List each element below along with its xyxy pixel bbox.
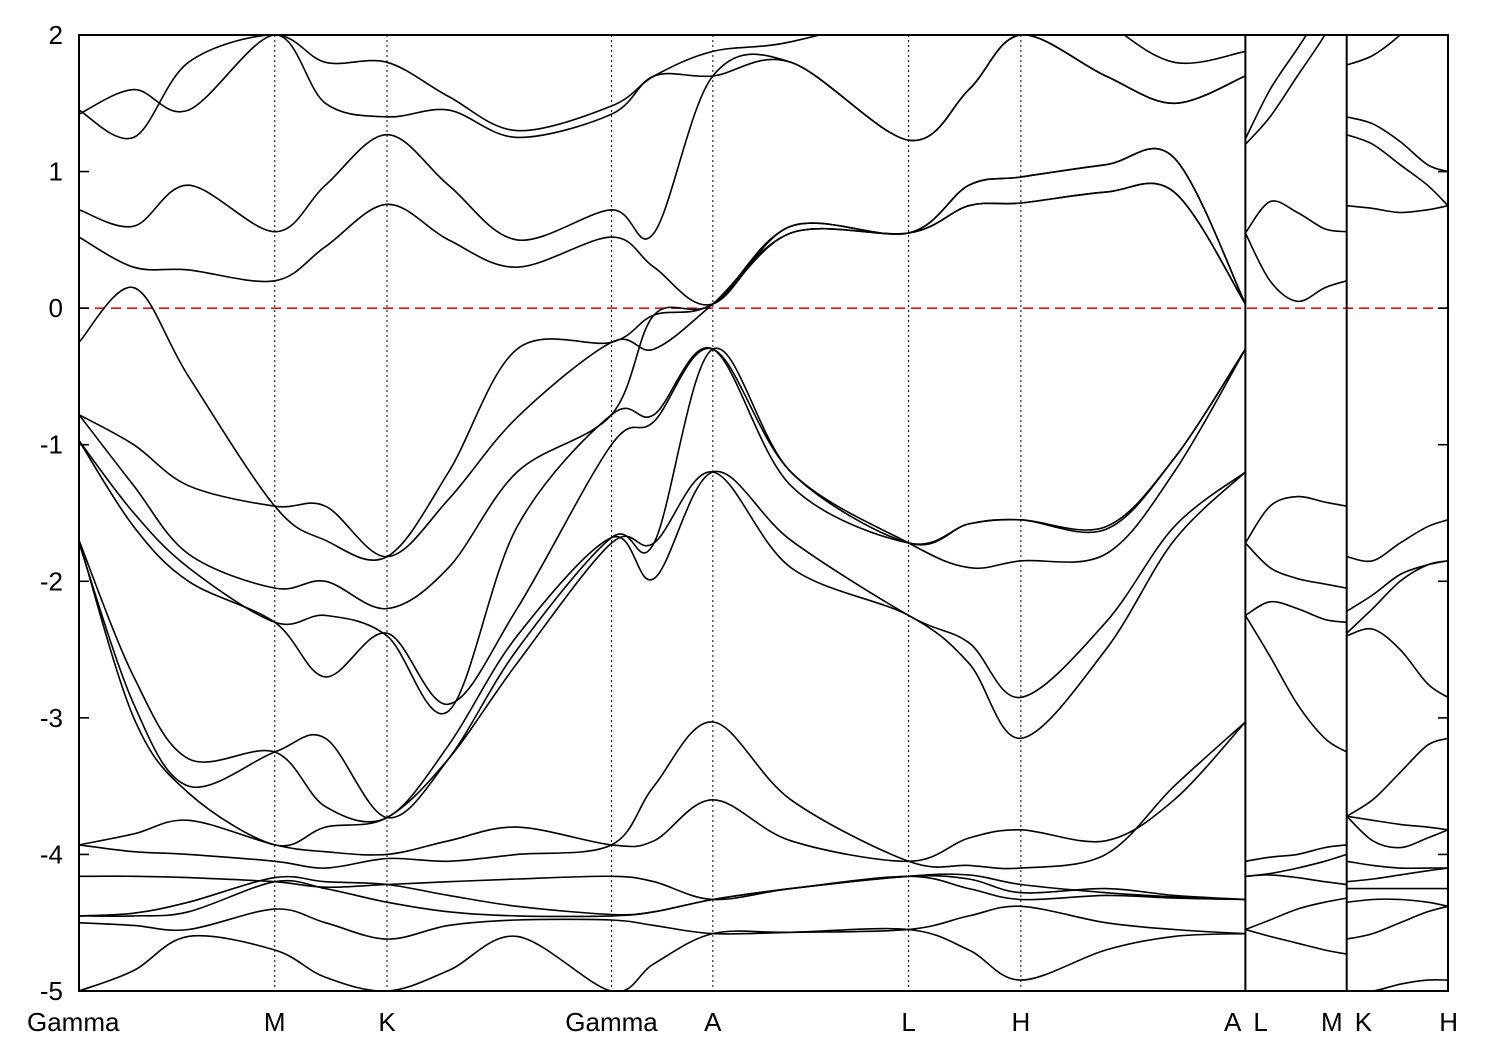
band-line-s1-b2	[1245, 874, 1347, 886]
band-line-s0-b3	[79, 873, 1246, 917]
band-line-s0-b1	[79, 905, 1246, 940]
band-line-s1-b11	[1244, 35, 1326, 145]
y-axis: 2 1 0 -1 -2 -3 -4 -5	[40, 20, 1448, 1006]
kpoint-gridlines	[274, 35, 1022, 991]
k-label: H	[1011, 1007, 1030, 1037]
k-label: K	[1355, 1007, 1373, 1037]
band-line-s0-b14	[79, 182, 1247, 561]
k-label: L	[1253, 1007, 1267, 1037]
band-line-s2-b14	[1346, 133, 1448, 207]
k-label: A	[704, 1007, 722, 1037]
y-tick-label: 2	[49, 20, 63, 50]
band-line-s1-b0	[1245, 928, 1347, 955]
band-line-s0-b8	[79, 470, 1246, 823]
band-line-s1-b5	[1244, 614, 1348, 753]
band-line-s2-b11	[1346, 560, 1448, 634]
band-line-s1-b9	[1244, 232, 1347, 303]
band-line-s2-b12	[1346, 519, 1448, 563]
band-line-s2-b10	[1346, 560, 1448, 612]
band-line-s2-b8	[1346, 737, 1448, 817]
band-line-s2-b4	[1346, 867, 1448, 883]
k-label: Gamma	[565, 1007, 658, 1037]
band-line-s2-b6	[1346, 815, 1448, 849]
band-line-s0-b9	[79, 347, 1247, 819]
band-line-s0-b10	[79, 347, 1247, 706]
band-line-s0-b16	[79, 35, 1246, 241]
x-axis: Gamma M K Gamma A L H A L M K H	[27, 1007, 1458, 1037]
band-line-s2-b7	[1346, 815, 1448, 831]
y-tick-label: -5	[40, 976, 63, 1006]
k-label: K	[378, 1007, 396, 1037]
band-line-s1-b4	[1245, 844, 1347, 863]
k-label: Gamma	[27, 1007, 120, 1037]
k-label: L	[901, 1007, 915, 1037]
y-tick-label: -1	[40, 430, 63, 460]
band-line-s1-b6	[1244, 600, 1347, 624]
band-line-s1-b3	[1245, 853, 1347, 878]
band-line-s0-b15	[79, 147, 1247, 306]
y-tick-label: -2	[40, 566, 63, 596]
band-line-s0-b4	[79, 874, 1246, 901]
band-line-s0-b17	[79, 35, 1246, 142]
path-breaks	[1244, 35, 1348, 991]
band-line-s0-b13	[79, 182, 1247, 558]
band-line-s0-b5	[79, 721, 1246, 863]
band-line-s0-b0	[79, 927, 1246, 991]
y-tick-label: -3	[40, 703, 63, 733]
band-line-s2-b1	[1346, 905, 1448, 940]
bands-group	[79, 35, 1448, 991]
band-line-s0-b6	[79, 721, 1246, 870]
y-tick-label: 0	[49, 293, 63, 323]
band-line-s0-b11	[79, 346, 1247, 715]
band-line-s2-b15	[1346, 116, 1448, 173]
band-line-s1-b7	[1244, 542, 1347, 589]
k-label: A	[1224, 1007, 1242, 1037]
y-tick-label: -4	[40, 839, 63, 869]
band-line-s2-b0	[1346, 978, 1448, 991]
band-line-s1-b12	[1244, 35, 1308, 140]
band-line-s1-b10	[1244, 200, 1347, 234]
band-line-s1-b8	[1244, 495, 1347, 544]
band-line-s2-b16	[1346, 35, 1402, 66]
band-line-s2-b9	[1346, 627, 1448, 699]
band-line-s0-b18	[79, 35, 1246, 140]
band-line-s0-b7	[79, 471, 1246, 847]
band-line-s2-b2	[1346, 898, 1448, 908]
band-line-s2-b5	[1346, 860, 1448, 870]
k-label: M	[264, 1007, 286, 1037]
k-label: H	[1439, 1007, 1458, 1037]
plot-frame	[78, 34, 1449, 992]
y-tick-label: 1	[49, 157, 63, 187]
band-line-s1-b1	[1245, 897, 1347, 931]
k-label: M	[1321, 1007, 1343, 1037]
band-line-s2-b13	[1346, 204, 1448, 214]
